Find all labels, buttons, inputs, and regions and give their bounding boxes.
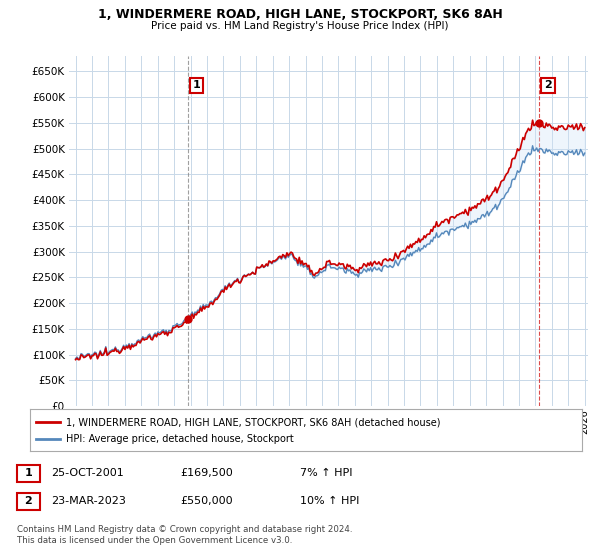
Text: 1, WINDERMERE ROAD, HIGH LANE, STOCKPORT, SK6 8AH (detached house): 1, WINDERMERE ROAD, HIGH LANE, STOCKPORT… xyxy=(66,417,440,427)
Text: 7% ↑ HPI: 7% ↑ HPI xyxy=(300,468,353,478)
Text: 25-OCT-2001: 25-OCT-2001 xyxy=(51,468,124,478)
Text: £169,500: £169,500 xyxy=(180,468,233,478)
Text: 23-MAR-2023: 23-MAR-2023 xyxy=(51,496,126,506)
Text: £550,000: £550,000 xyxy=(180,496,233,506)
Text: 1, WINDERMERE ROAD, HIGH LANE, STOCKPORT, SK6 8AH: 1, WINDERMERE ROAD, HIGH LANE, STOCKPORT… xyxy=(98,8,502,21)
Text: 1: 1 xyxy=(193,81,200,91)
Text: 2: 2 xyxy=(544,81,552,91)
Text: Contains HM Land Registry data © Crown copyright and database right 2024.
This d: Contains HM Land Registry data © Crown c… xyxy=(17,525,352,545)
Text: Price paid vs. HM Land Registry's House Price Index (HPI): Price paid vs. HM Land Registry's House … xyxy=(151,21,449,31)
Text: 1: 1 xyxy=(25,468,32,478)
Text: HPI: Average price, detached house, Stockport: HPI: Average price, detached house, Stoc… xyxy=(66,434,293,444)
Text: 10% ↑ HPI: 10% ↑ HPI xyxy=(300,496,359,506)
Text: 2: 2 xyxy=(25,496,32,506)
